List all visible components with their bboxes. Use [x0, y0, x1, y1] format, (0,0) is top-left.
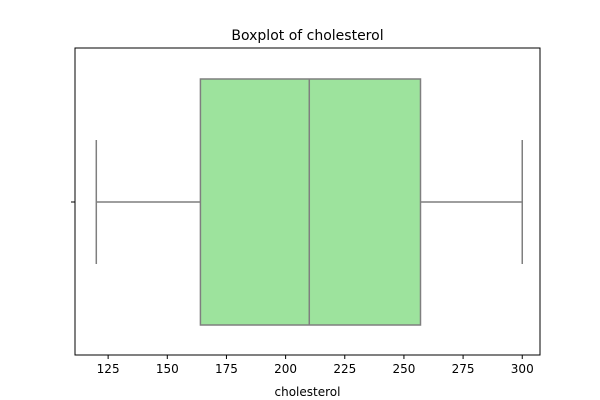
x-tick-label: 275 — [452, 362, 475, 376]
x-tick-label: 150 — [156, 362, 179, 376]
plot-area: 125 150 175 200 225 250 275 300 — [71, 47, 541, 376]
x-tick-label: 250 — [392, 362, 415, 376]
x-tick-label: 200 — [274, 362, 297, 376]
x-tick-label: 175 — [215, 362, 238, 376]
x-axis-label: cholesterol — [275, 385, 341, 399]
x-tick-label: 125 — [97, 362, 120, 376]
chart-title: Boxplot of cholesterol — [231, 28, 383, 44]
iqr-box — [199, 78, 422, 326]
x-tick-label: 225 — [333, 362, 356, 376]
x-tick-label: 300 — [511, 362, 534, 376]
